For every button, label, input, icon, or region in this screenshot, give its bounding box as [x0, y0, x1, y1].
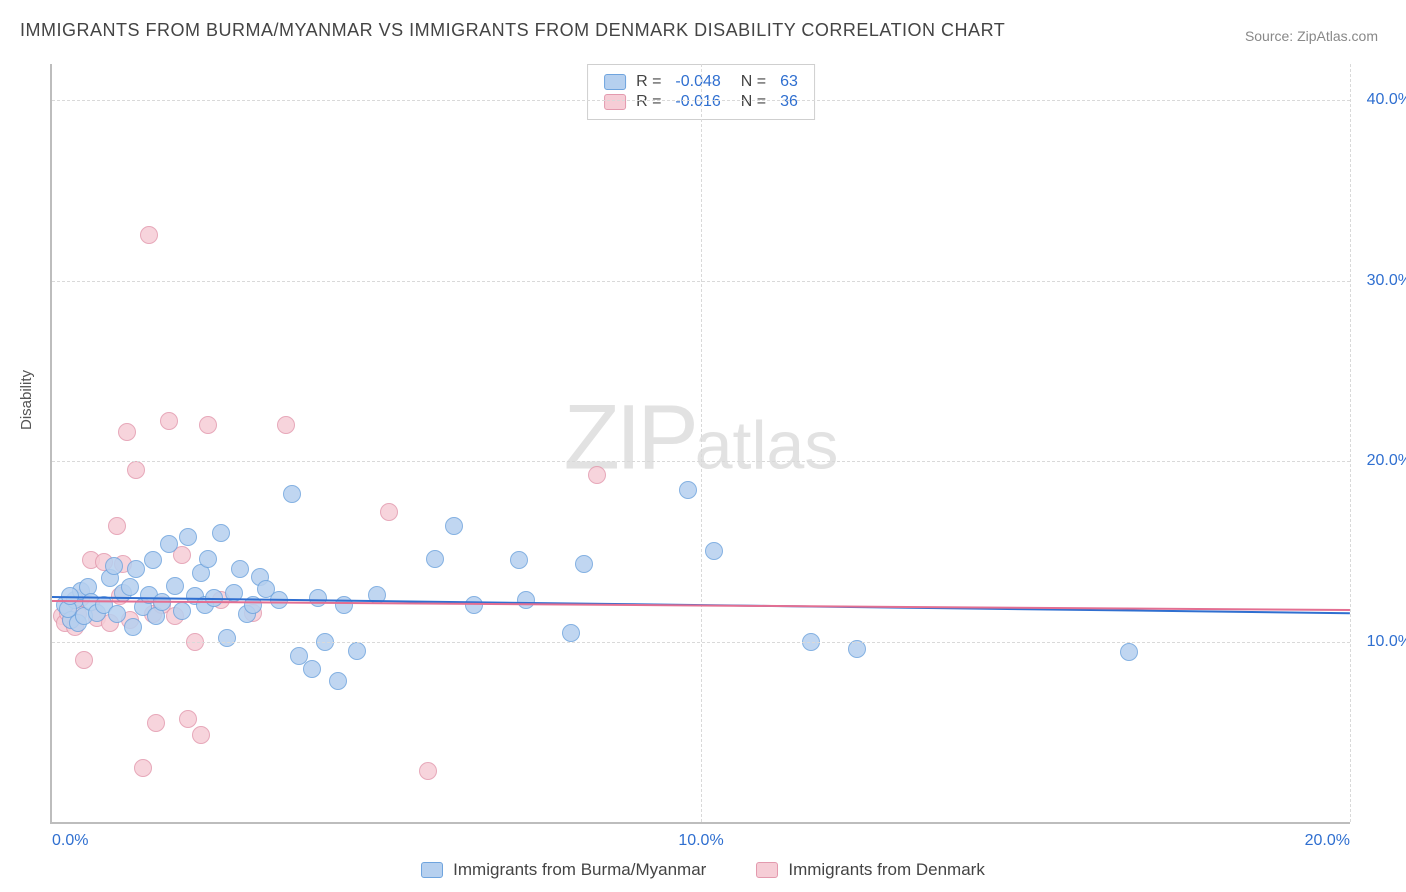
scatter-point	[575, 555, 593, 573]
scatter-point	[588, 466, 606, 484]
scatter-point	[218, 629, 236, 647]
scatter-point	[510, 551, 528, 569]
scatter-point	[445, 517, 463, 535]
y-tick-label: 20.0%	[1357, 452, 1406, 470]
scatter-point	[179, 710, 197, 728]
scatter-point	[309, 589, 327, 607]
scatter-point	[134, 759, 152, 777]
scatter-point	[562, 624, 580, 642]
scatter-point	[124, 618, 142, 636]
scatter-point	[283, 485, 301, 503]
scatter-point	[147, 714, 165, 732]
scatter-point	[679, 481, 697, 499]
scatter-point	[348, 642, 366, 660]
scatter-point	[127, 560, 145, 578]
scatter-point	[144, 551, 162, 569]
scatter-point	[108, 517, 126, 535]
gridline-v	[701, 64, 702, 822]
y-tick-label: 30.0%	[1357, 272, 1406, 290]
scatter-point	[329, 672, 347, 690]
scatter-point	[199, 550, 217, 568]
scatter-point	[212, 524, 230, 542]
scatter-point	[160, 412, 178, 430]
source-label: Source: ZipAtlas.com	[1245, 28, 1378, 44]
scatter-point	[465, 596, 483, 614]
scatter-point	[105, 557, 123, 575]
y-tick-label: 40.0%	[1357, 91, 1406, 109]
scatter-point	[173, 602, 191, 620]
x-tick-label: 0.0%	[52, 832, 88, 850]
legend-label: Immigrants from Burma/Myanmar	[453, 860, 706, 880]
scatter-point	[231, 560, 249, 578]
scatter-point	[199, 416, 217, 434]
scatter-point	[192, 726, 210, 744]
scatter-point	[179, 528, 197, 546]
scatter-point	[517, 591, 535, 609]
scatter-point	[121, 578, 139, 596]
legend-item: Immigrants from Burma/Myanmar	[421, 860, 706, 880]
legend-swatch-blue	[421, 862, 443, 878]
scatter-point	[75, 651, 93, 669]
y-axis-label: Disability	[18, 370, 35, 430]
legend-item: Immigrants from Denmark	[756, 860, 984, 880]
scatter-point	[303, 660, 321, 678]
legend-swatch-pink	[756, 862, 778, 878]
scatter-point	[419, 762, 437, 780]
scatter-point	[127, 461, 145, 479]
legend-series: Immigrants from Burma/Myanmar Immigrants…	[0, 860, 1406, 880]
chart-title: IMMIGRANTS FROM BURMA/MYANMAR VS IMMIGRA…	[20, 20, 1005, 41]
plot-area: ZIPatlas R = -0.048 N = 63 R = -0.016 N …	[50, 64, 1350, 824]
scatter-point	[166, 577, 184, 595]
scatter-point	[426, 550, 444, 568]
x-tick-label: 10.0%	[678, 832, 723, 850]
scatter-point	[140, 226, 158, 244]
y-tick-label: 10.0%	[1357, 633, 1406, 651]
x-tick-label: 20.0%	[1305, 832, 1350, 850]
scatter-point	[160, 535, 178, 553]
scatter-point	[118, 423, 136, 441]
legend-label: Immigrants from Denmark	[788, 860, 984, 880]
scatter-point	[705, 542, 723, 560]
scatter-point	[380, 503, 398, 521]
scatter-point	[1120, 643, 1138, 661]
scatter-point	[108, 605, 126, 623]
gridline-v	[1350, 64, 1351, 822]
scatter-point	[277, 416, 295, 434]
